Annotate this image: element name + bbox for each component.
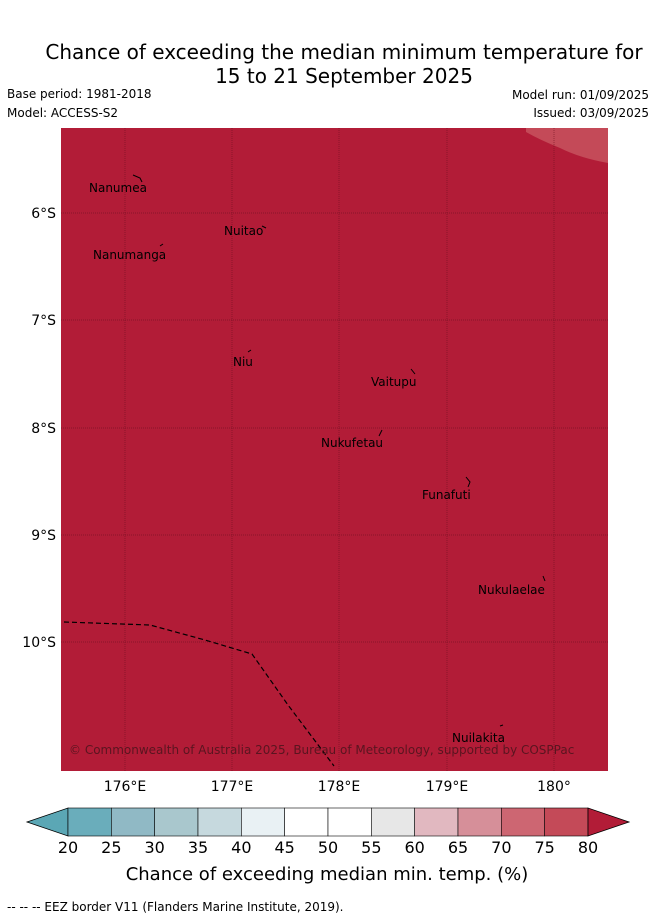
map-background <box>61 128 608 771</box>
place-label: Nuitao <box>224 224 263 238</box>
colorbar-segment <box>457 807 502 837</box>
place-label: Nuilakita <box>452 731 505 745</box>
map-title: Chance of exceeding the median minimum t… <box>0 40 655 88</box>
place-labels: Nanumea Nuitao Nanumanga Niu Vaitupu Nuk… <box>89 181 545 745</box>
place-label: Nanumanga <box>93 248 166 262</box>
colorbar-tick-label: 60 <box>404 838 424 857</box>
island-funafuti <box>465 476 471 488</box>
colorbar-tick-label: 55 <box>361 838 381 857</box>
islands <box>132 174 546 727</box>
eez-border <box>63 621 335 767</box>
place-label: Vaitupu <box>371 375 417 389</box>
island-nukulaelae <box>542 575 546 582</box>
colorbar-under-arrow <box>25 807 69 837</box>
colorbar-over-arrow <box>587 807 631 837</box>
colorbar-tick-label: 45 <box>274 838 294 857</box>
lat-tick-label: 10°S <box>22 635 56 651</box>
place-label: Nukufetau <box>321 436 383 450</box>
lat-tick-label: 9°S <box>31 528 56 544</box>
lon-tick-label: 179°E <box>426 779 469 795</box>
lat-tick-label: 7°S <box>31 313 56 329</box>
island-nuilakita <box>499 724 504 727</box>
lon-tick-label: 180° <box>537 779 571 795</box>
colorbar-segment <box>67 807 112 837</box>
model-name: Model: ACCESS-S2 <box>7 106 119 120</box>
colorbar-tick-label: 25 <box>101 838 121 857</box>
colorbar-segment <box>154 807 199 837</box>
higher-probability-region <box>526 128 608 163</box>
colorbar-segment <box>327 807 372 837</box>
lon-tick-label: 176°E <box>104 779 147 795</box>
colorbar-tick-label: 65 <box>448 838 468 857</box>
place-label: Funafuti <box>422 488 471 502</box>
colorbar-tick-label: 80 <box>578 838 598 857</box>
colorbar-title: Chance of exceeding median min. temp. (%… <box>126 864 529 885</box>
lon-tick-label: 178°E <box>318 779 361 795</box>
lat-tick-label: 8°S <box>31 421 56 437</box>
colorbar-segment <box>371 807 415 837</box>
place-label: Nanumea <box>89 181 147 195</box>
colorbar-tick-label: 20 <box>58 838 78 857</box>
colorbar-tick-label: 30 <box>144 838 164 857</box>
colorbar-segment <box>197 807 242 837</box>
colorbar-segment <box>284 807 329 837</box>
colorbar-tick-label: 50 <box>318 838 338 857</box>
place-label: Nukulaelae <box>478 583 545 597</box>
island-nanumanga <box>159 243 164 247</box>
colorbar-tick-label: 75 <box>534 838 554 857</box>
island-nuitao <box>261 225 267 229</box>
colorbar-tick-label: 40 <box>231 838 251 857</box>
colorbar-segment <box>501 807 545 837</box>
place-label: Niu <box>233 355 253 369</box>
island-nanumea <box>132 174 143 183</box>
colorbar-segment <box>414 807 459 837</box>
lon-tick-labels: 176°E 177°E 178°E 179°E 180° <box>104 779 571 795</box>
colorbar-tick-label: 35 <box>188 838 208 857</box>
lon-tick-label: 177°E <box>211 779 254 795</box>
map-figure: Nanumea Nuitao Nanumanga Niu Vaitupu Nuk… <box>22 128 631 885</box>
colorbar-segments <box>67 807 589 837</box>
model-run: Model run: 01/09/2025 <box>511 88 649 102</box>
map-panel: Nanumea Nuitao Nanumanga Niu Vaitupu Nuk… <box>61 128 608 771</box>
issued-date: Issued: 03/09/2025 <box>533 106 649 120</box>
copyright-notice: © Commonwealth of Australia 2025, Bureau… <box>69 743 574 757</box>
colorbar-tick-labels: 20 25 30 35 40 45 50 55 60 65 70 75 80 <box>58 838 598 857</box>
title-line-2: 15 to 21 September 2025 <box>215 64 473 88</box>
island-vaitupu <box>410 368 416 375</box>
title-line-1: Chance of exceeding the median minimum t… <box>45 40 643 64</box>
colorbar-segment <box>241 807 285 837</box>
colorbar-segment <box>111 807 155 837</box>
lat-tick-label: 6°S <box>31 206 56 222</box>
colorbar: 20 25 30 35 40 45 50 55 60 65 70 75 80 Chance of exc… <box>25 807 631 885</box>
lat-tick-labels: 6°S 7°S 8°S 9°S 10°S <box>22 206 56 651</box>
eez-note: -- -- -- EEZ border V11 (Flanders Marine… <box>7 900 344 914</box>
colorbar-tick-label: 70 <box>491 838 511 857</box>
base-period: Base period: 1981-2018 <box>7 87 152 101</box>
colorbar-segment <box>544 807 589 837</box>
island-niu <box>247 349 252 353</box>
island-nukufetau <box>378 429 383 437</box>
